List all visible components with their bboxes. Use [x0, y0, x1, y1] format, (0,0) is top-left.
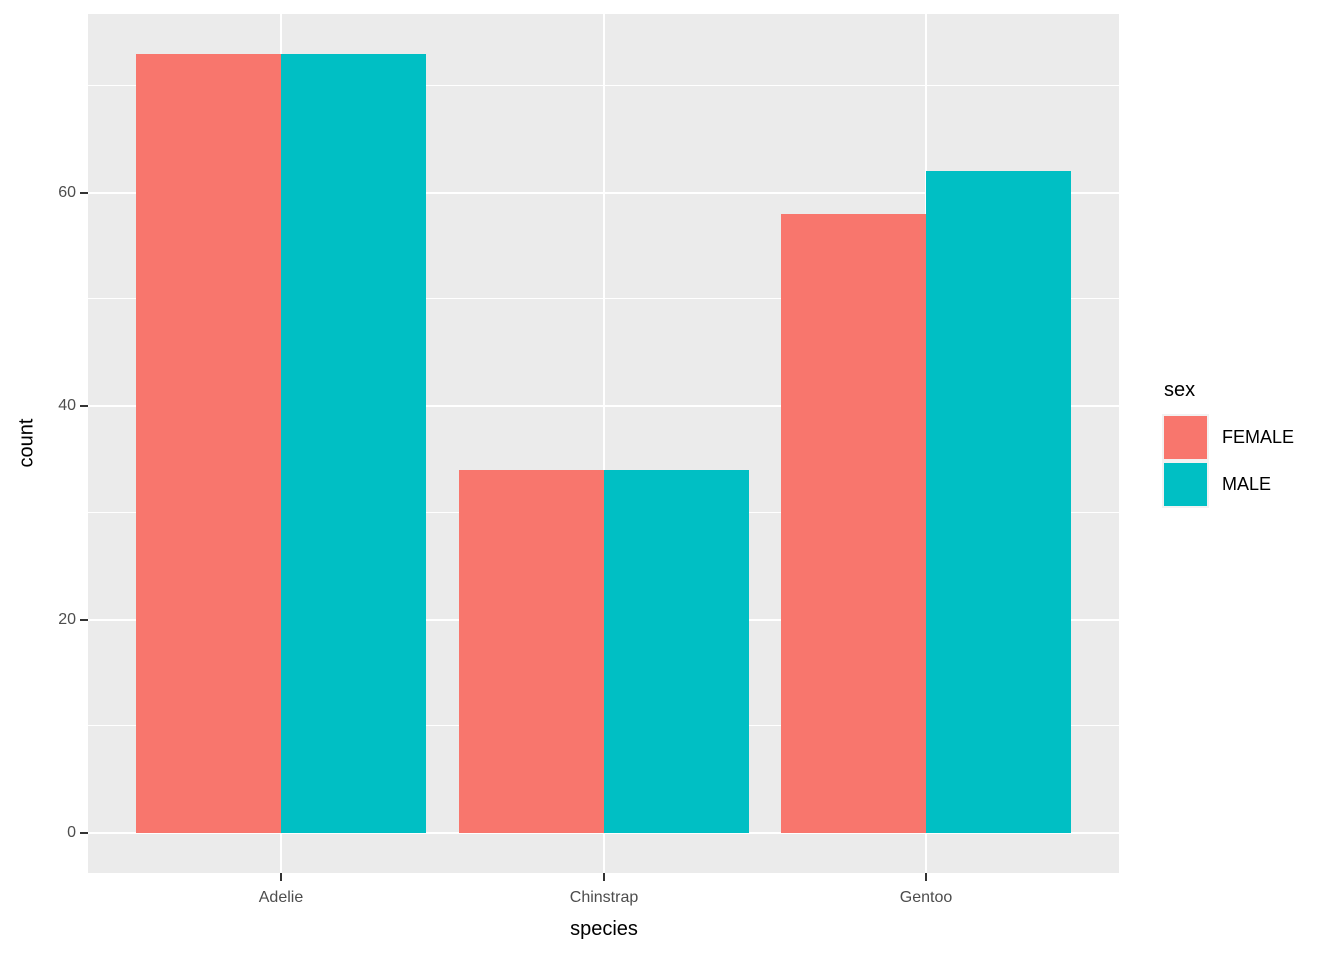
y-axis-title: count	[15, 418, 38, 468]
legend-item-male: MALE	[1164, 463, 1294, 506]
y-tick-label-60: 60	[58, 184, 76, 201]
bar-chinstrap-female	[459, 470, 604, 833]
x-tick-mark-adelie	[280, 873, 282, 881]
y-tick-mark-20	[80, 619, 88, 621]
legend-items: FEMALE MALE	[1164, 416, 1294, 506]
legend-label-female: FEMALE	[1222, 427, 1295, 447]
x-tick-mark-chinstrap	[603, 873, 605, 881]
x-tick-label-gentoo: Gentoo	[899, 889, 953, 906]
y-tick-label-0: 0	[67, 824, 76, 841]
y-tick-mark-60	[80, 192, 88, 194]
y-tick-mark-40	[80, 405, 88, 407]
x-tick-label-chinstrap: Chinstrap	[569, 889, 639, 906]
gridline-x-chinstrap	[603, 14, 605, 873]
y-tick-label-40: 40	[58, 397, 76, 414]
bar-chinstrap-male	[604, 470, 749, 833]
bar-adelie-male	[281, 54, 426, 833]
y-tick-label-20: 20	[58, 611, 76, 628]
bar-gentoo-male	[926, 171, 1071, 833]
x-tick-mark-gentoo	[925, 873, 927, 881]
bar-adelie-female	[136, 54, 281, 833]
legend-swatch-female	[1164, 416, 1207, 459]
legend-swatch-male	[1164, 463, 1207, 506]
x-axis-title: species	[570, 918, 638, 940]
x-tick-label-adelie: Adelie	[258, 889, 304, 906]
legend-item-female: FEMALE	[1164, 416, 1294, 459]
legend-label-male: MALE	[1222, 474, 1272, 494]
legend: sex FEMALE MALE	[1164, 376, 1294, 510]
y-tick-mark-0	[80, 832, 88, 834]
legend-title: sex	[1164, 379, 1196, 401]
plot-panel	[88, 14, 1119, 873]
bar-gentoo-female	[781, 214, 926, 833]
